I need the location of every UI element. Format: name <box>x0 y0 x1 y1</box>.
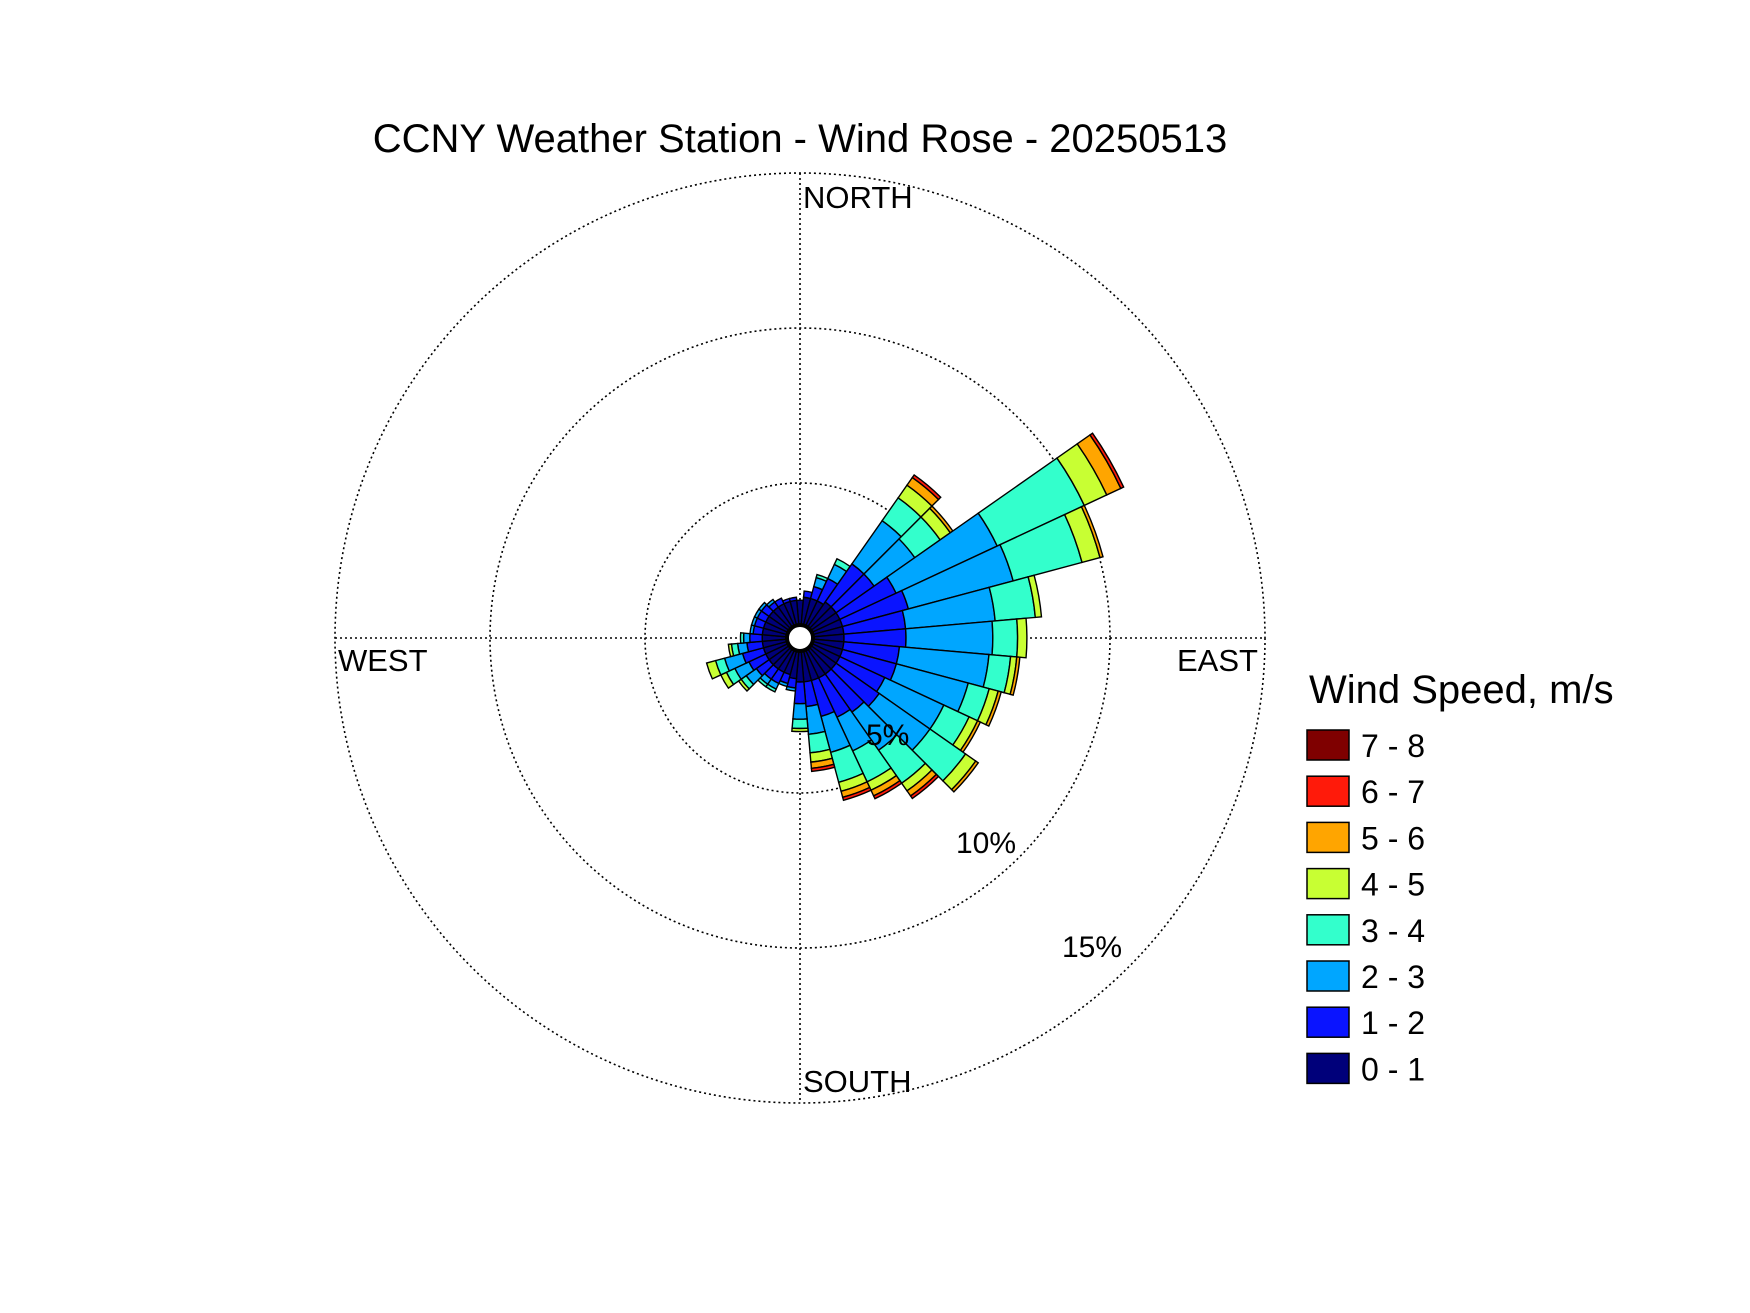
center-hole <box>785 623 815 653</box>
sector-270-speed-2-3 <box>742 632 751 644</box>
ring-label-5: 5% <box>866 719 909 752</box>
sector-80-speed-4-5 <box>1027 574 1043 619</box>
south-label: SOUTH <box>803 1064 912 1099</box>
sector-180-speed-3-4 <box>791 718 809 730</box>
sector-60-speed-6-7 <box>1089 432 1125 490</box>
legend-label-1-2: 1 - 2 <box>1361 1005 1425 1041</box>
sector-90-speed-3-4 <box>991 618 1019 658</box>
ring-label-15: 15% <box>1062 931 1122 964</box>
chart-title: CCNY Weather Station - Wind Rose - 20250… <box>373 117 1228 161</box>
sector-150-speed-6-7 <box>872 779 903 800</box>
legend-swatch-6-7 <box>1306 775 1350 807</box>
sector-180-speed-4-5 <box>791 727 809 733</box>
sector-110-speed-5-6 <box>985 690 1003 727</box>
north-label: NORTH <box>803 180 913 215</box>
sector-260-speed-4-5 <box>727 643 735 658</box>
legend-label-2-3: 2 - 3 <box>1361 959 1425 995</box>
sector-180-speed-2-3 <box>792 702 808 720</box>
sector-130-speed-5-6 <box>950 760 980 793</box>
legend-swatch-3-4 <box>1306 914 1350 946</box>
sector-270-speed-3-4 <box>739 632 745 644</box>
legend-swatch-0-1 <box>1306 1052 1350 1085</box>
legend-label-3-4: 3 - 4 <box>1361 913 1425 949</box>
sector-350-speed-1-2 <box>788 596 798 603</box>
sector-70-speed-5-6 <box>1080 504 1104 559</box>
legend-swatch-2-3 <box>1306 960 1350 992</box>
sector-250-speed-4-5 <box>705 659 722 680</box>
east-label: EAST <box>1177 643 1258 678</box>
west-label: WEST <box>338 643 428 678</box>
legend: Wind Speed, m/s 7 - 8 6 - 7 5 - 6 4 - 5 3 - … <box>1306 668 1614 1087</box>
legend-swatch-7-8 <box>1306 729 1350 761</box>
legend-swatch-4-5 <box>1306 867 1350 900</box>
sector-100-speed-5-6 <box>1009 656 1021 696</box>
sector-90-speed-4-5 <box>1016 617 1028 659</box>
sector-190-speed-2-3 <box>785 685 797 692</box>
sector-160-speed-6-7 <box>841 786 872 802</box>
legend-label-7-8: 7 - 8 <box>1361 728 1425 764</box>
legend-swatch-1-2 <box>1306 1006 1350 1038</box>
legend-title: Wind Speed, m/s <box>1309 668 1614 712</box>
sector-320-speed-2-3 <box>765 598 776 608</box>
sector-310-speed-2-3 <box>757 601 768 612</box>
sector-170-speed-6-7 <box>810 763 836 773</box>
legend-label-0-1: 0 - 1 <box>1361 1051 1425 1087</box>
ring-label-10: 10% <box>956 827 1016 860</box>
legend-label-6-7: 6 - 7 <box>1361 774 1425 810</box>
legend-label-5-6: 5 - 6 <box>1361 820 1425 856</box>
wind-rose-sectors <box>705 432 1125 802</box>
sector-330-speed-1-2 <box>773 597 785 609</box>
sector-140-speed-6-7 <box>909 773 940 800</box>
sector-40-speed-6-7 <box>911 474 942 501</box>
legend-label-4-5: 4 - 5 <box>1361 867 1425 903</box>
legend-swatch-5-6 <box>1306 821 1350 854</box>
